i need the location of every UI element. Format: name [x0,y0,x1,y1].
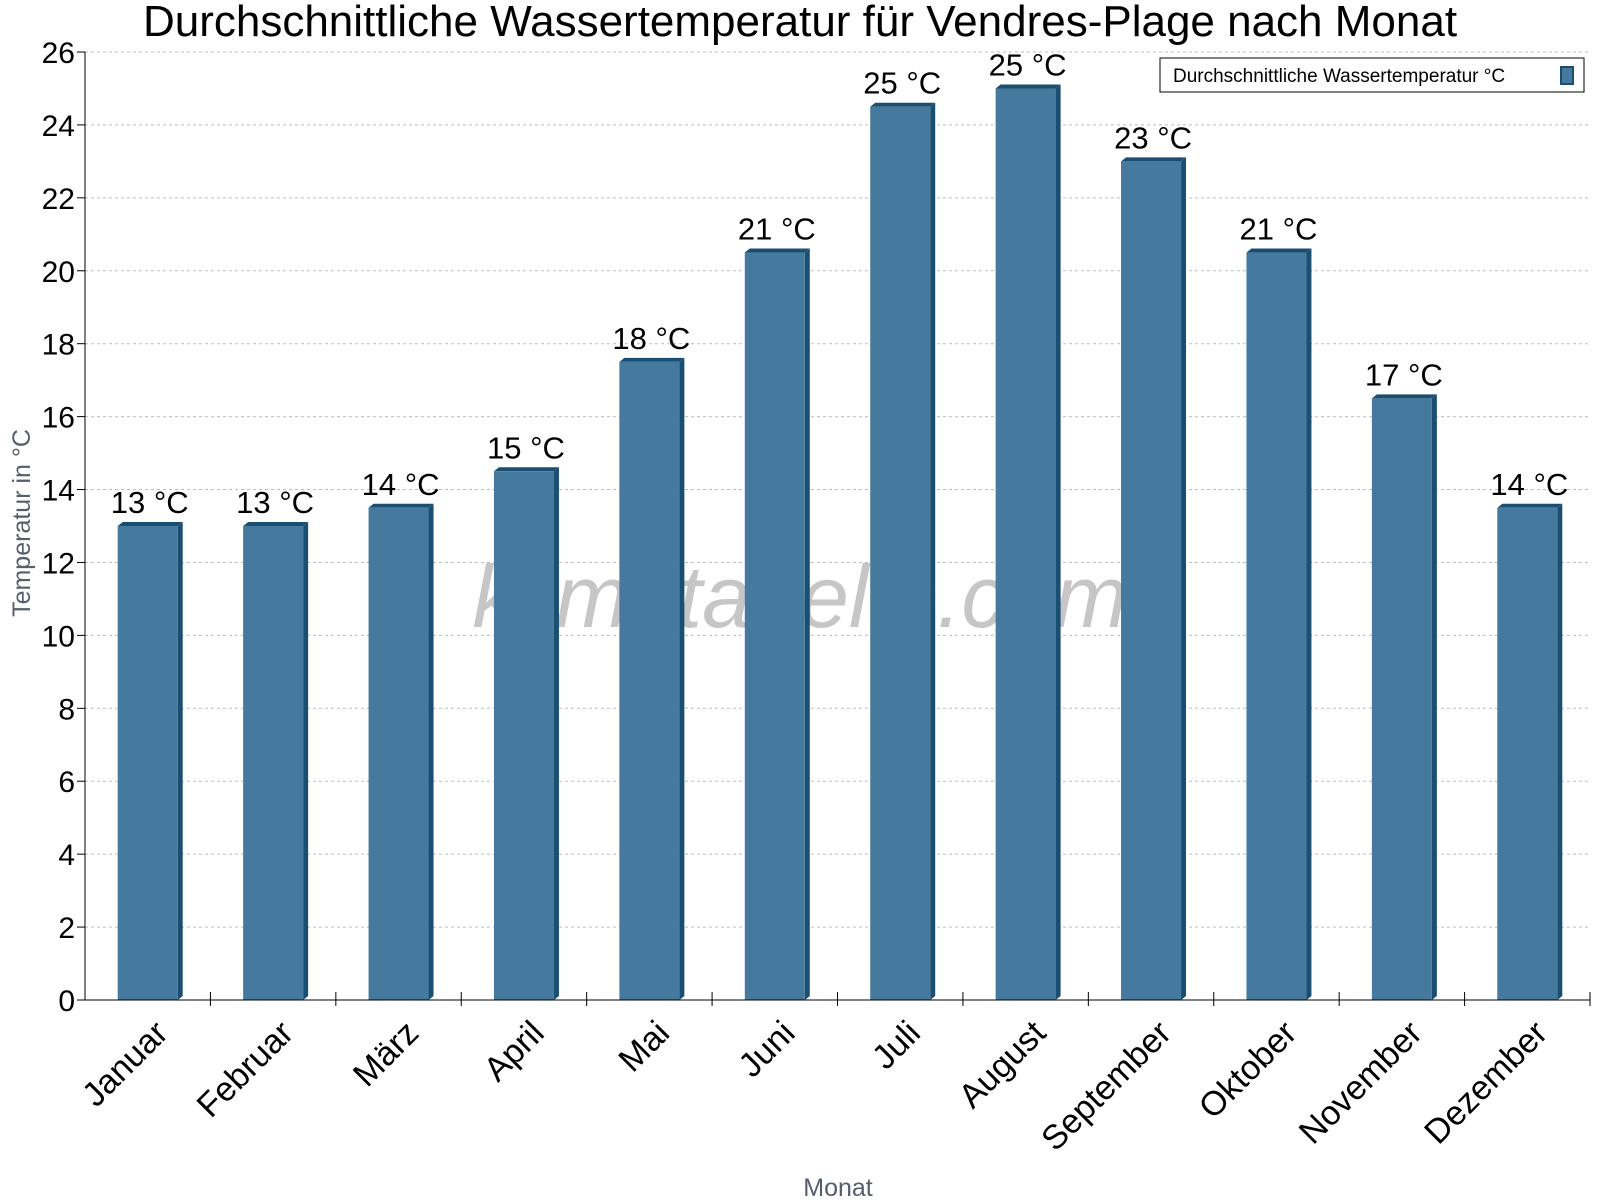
bar-side [303,522,309,1000]
bar [1371,398,1432,1000]
y-tick-label: 14 [42,475,75,508]
bar [493,471,554,1000]
x-tick-label: April [477,1014,552,1089]
data-label: 21 °C [738,212,816,247]
bar [619,361,680,1000]
axes [77,51,1591,1006]
bar-side [553,467,559,1000]
bar-side [1181,157,1187,1000]
y-tick-label: 20 [42,256,75,289]
data-label: 25 °C [863,66,941,101]
bar-top [117,522,183,526]
data-label: 23 °C [1114,120,1192,155]
x-tick-label: August [952,1013,1054,1115]
bar-side [1557,503,1563,1000]
bar [744,252,805,1001]
bar-top [744,248,810,253]
bar-top [995,84,1061,89]
bar-top [493,467,559,472]
data-label: 14 °C [1490,467,1568,502]
bar [1121,161,1182,1000]
x-tick-label: Januar [75,1014,175,1114]
data-label: 18 °C [612,321,690,356]
x-tick-labels: Januar Februar März April Mai Juni Juli AugustS… [75,1013,1555,1158]
y-axis-label: Temperatur in °C [8,429,36,617]
x-tick-label: Juni [731,1014,802,1085]
bar-top [1497,503,1563,508]
x-tick-label: Oktober [1192,1014,1304,1126]
y-tick-label: 24 [42,110,75,143]
x-tick-label: Februar [190,1014,301,1125]
bar [243,526,304,1000]
legend-swatch [1560,66,1574,85]
x-tick-label: März [346,1014,426,1094]
data-label: 13 °C [236,485,314,520]
bar-side [804,248,810,1001]
bar-top [1121,157,1187,162]
bar-top [368,503,434,508]
y-tick-label: 18 [42,329,75,362]
bar [1246,252,1307,1001]
data-labels: 13 °C 13 °C 14 °C 15 °C 18 °C 21 °C 25 °C 25 °C… [111,47,1568,520]
y-tick-label: 4 [58,839,75,872]
bar-side [1431,394,1437,1000]
bar [117,526,178,1000]
bar [1497,507,1558,1000]
x-tick-label: Mai [611,1014,677,1080]
x-axis-label: Monat [803,1174,873,1200]
gridlines [85,51,1590,928]
data-label: 21 °C [1240,212,1318,247]
bar-side [930,102,936,1000]
y-tick-label: 12 [42,547,75,580]
bar [368,507,429,1000]
x-tick-label: November [1292,1014,1430,1152]
bar-top [243,522,309,526]
bar-top [870,102,936,107]
y-tick-label: 22 [42,183,75,216]
y-tick-label: 16 [42,402,75,435]
legend-label: Durchschnittliche Wassertemperatur °C [1173,66,1505,87]
data-label: 15 °C [487,430,565,465]
x-tick-label: Juli [865,1014,928,1077]
data-label: 13 °C [111,485,189,520]
bar-side [679,357,685,1000]
bars [117,84,1563,1001]
legend: Durchschnittliche Wassertemperatur °C [1159,57,1585,93]
bar-side [428,503,434,1000]
x-tick-label: September [1034,1014,1178,1158]
y-tick-label: 10 [42,620,75,653]
chart-title: Durchschnittliche Wassertemperatur für V… [143,0,1457,46]
legend-box [1159,57,1585,93]
y-tick-label: 0 [58,985,75,1018]
bar-side [1055,84,1061,1000]
bar-top [1246,248,1312,253]
bar-top [1371,394,1437,399]
bar [995,88,1056,1000]
x-tick-label: Dezember [1417,1014,1555,1152]
bar-side [1306,248,1312,1001]
bar [870,106,931,1000]
y-tick-label: 8 [58,693,75,726]
y-tick-label: 2 [58,912,75,945]
bar-side [177,522,183,1000]
y-tick-label: 26 [42,37,75,70]
data-label: 25 °C [989,47,1067,82]
y-tick-label: 6 [58,766,75,799]
bar-top [619,357,685,362]
data-label: 14 °C [362,467,440,502]
data-label: 17 °C [1365,357,1443,392]
